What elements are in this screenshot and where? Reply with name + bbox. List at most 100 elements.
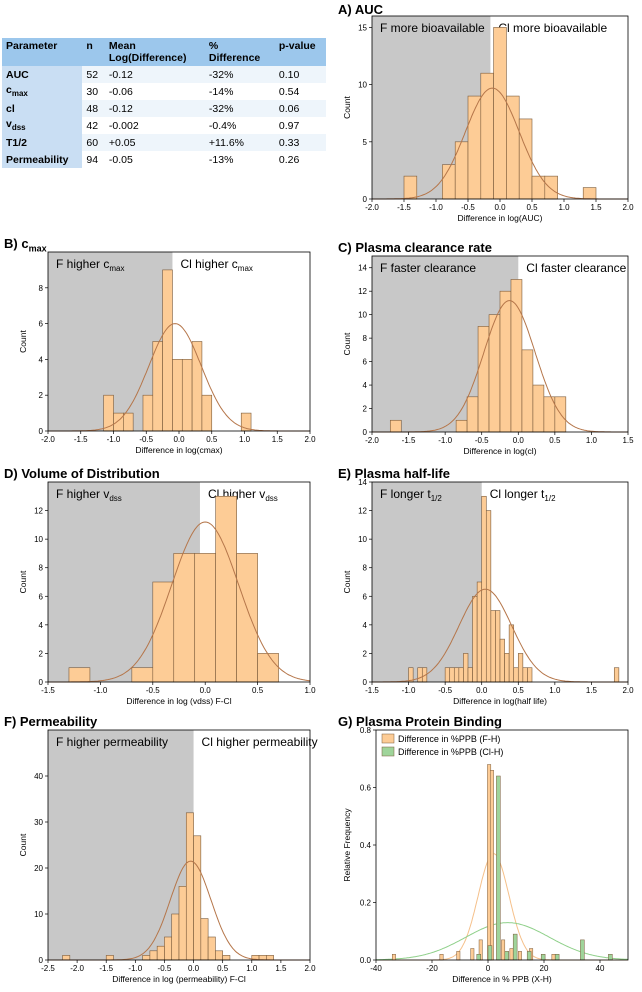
- histogram-bar: [171, 913, 180, 961]
- histogram-bar: [508, 624, 515, 683]
- x-tick-label: -1.5: [41, 686, 55, 695]
- legend-label: Difference in %PPB (Cl-H): [398, 747, 503, 757]
- histogram-bar: [613, 667, 620, 683]
- stats-cell-p: 0.97: [278, 119, 300, 132]
- header-mean: Mean Log(Difference): [104, 38, 205, 66]
- x-tick-label: -0.5: [139, 435, 153, 444]
- y-tick-label: 8: [39, 564, 44, 573]
- histogram-bar: [456, 951, 461, 961]
- histogram-bar: [527, 667, 533, 683]
- x-tick-label: 40: [596, 964, 605, 973]
- chart-half: F longer t1/2 Cl longer t1/2 -1.5 -1.0 -0.5 0…: [342, 478, 634, 706]
- histogram-bar: [200, 918, 209, 961]
- x-tick-label: -0.5: [461, 203, 475, 212]
- stats-row: AUC 52 -0.12 -32% 0.10: [2, 66, 326, 83]
- histogram-bar: [458, 667, 464, 683]
- x-tick-label: -1.5: [397, 203, 411, 212]
- histogram-bar: [510, 279, 523, 433]
- right-label-sub: max: [238, 264, 253, 273]
- stats-row: T1/2 60 +0.05 +11.6% 0.33: [2, 134, 326, 151]
- stats-cell-pct: -32%: [204, 66, 275, 83]
- x-axis-label: Difference in log (permeability) F-Cl: [112, 974, 246, 984]
- legend-label: Difference in %PPB (F-H): [398, 734, 500, 744]
- histogram-bar: [178, 886, 187, 961]
- left-label-sub: 1/2: [431, 494, 443, 503]
- y-tick-label: 8: [363, 564, 368, 573]
- stats-cell-param: cl: [2, 100, 83, 117]
- x-tick-label: -1.0: [429, 203, 443, 212]
- y-tick-label: 6: [363, 592, 368, 601]
- y-tick-label: 0.6: [360, 784, 372, 793]
- x-tick-label: 1.5: [590, 203, 602, 212]
- x-axis-label: Difference in log(cmax): [135, 445, 222, 455]
- y-tick-label: 15: [358, 23, 367, 32]
- stats-cell-param: Permeability: [2, 151, 83, 168]
- y-tick-label: 6: [39, 592, 44, 601]
- x-tick-label: 1.0: [304, 686, 316, 695]
- histogram-bar: [68, 667, 91, 683]
- x-tick-label: 1.5: [275, 964, 287, 973]
- x-tick-label: -2.0: [41, 435, 55, 444]
- histogram-bar: [467, 95, 482, 200]
- stats-cell-param: T1/2: [2, 134, 83, 151]
- stats-cell-n: 94: [86, 153, 99, 166]
- x-tick-label: 2.0: [622, 686, 634, 695]
- y-tick-label: 10: [34, 535, 43, 544]
- legend-swatch: [381, 746, 395, 757]
- histogram-bar: [509, 948, 514, 961]
- x-tick-label: 0: [486, 964, 491, 973]
- y-tick-label: 2: [39, 649, 44, 658]
- histogram-bar: [201, 394, 213, 432]
- stats-cell-n: 42: [86, 119, 99, 132]
- histogram-bar: [518, 118, 533, 200]
- stats-table-header: Parameter n Mean Log(Difference) % Diffe…: [2, 38, 326, 66]
- x-tick-label: 0.0: [476, 686, 488, 695]
- histogram-bar: [389, 419, 402, 433]
- plot-frame: [47, 729, 311, 961]
- histogram-bar: [526, 951, 532, 961]
- y-axis-label: Count: [342, 96, 352, 119]
- right-region-label: Cl higher permeability: [202, 735, 318, 749]
- histogram-bar: [476, 581, 483, 683]
- x-axis-label: Difference in log(AUC): [458, 213, 543, 223]
- x-tick-label: -1.5: [99, 964, 113, 973]
- header-n: n: [82, 38, 105, 66]
- histogram-bar: [417, 667, 423, 683]
- histogram-bar: [449, 667, 455, 683]
- stats-cell-p: 0.26: [278, 153, 300, 166]
- histogram-bar: [504, 951, 509, 961]
- histogram-bar: [236, 553, 258, 683]
- x-axis-label: Difference in log(cl): [463, 446, 536, 456]
- plot-frame: [371, 481, 629, 683]
- y-tick-label: 0.2: [360, 899, 372, 908]
- fit-curve: [376, 922, 629, 961]
- histogram-bar: [207, 936, 216, 961]
- histogram-bar: [444, 667, 451, 683]
- x-tick-label: 1.5: [622, 436, 634, 445]
- x-tick-label: -2.5: [41, 964, 55, 973]
- x-tick-label: -0.5: [438, 686, 452, 695]
- left-region-label: F more bioavailable: [380, 21, 485, 35]
- x-tick-label: -0.5: [475, 436, 489, 445]
- histogram-bar: [472, 595, 478, 683]
- chart-cl: F faster clearance Cl faster clearance -2.…: [342, 255, 634, 456]
- histogram-bar: [513, 667, 519, 683]
- y-tick-label: 0.4: [360, 841, 372, 850]
- y-tick-label: 2: [363, 405, 368, 414]
- panel-perm: F higher permeability Cl higher permeabil…: [0, 729, 318, 988]
- histogram-bar: [499, 290, 512, 433]
- y-tick-label: 10: [34, 910, 43, 919]
- stats-cell-n: 52: [82, 66, 105, 83]
- left-label-sub: dss: [109, 494, 121, 503]
- y-tick-label: 8: [39, 284, 44, 293]
- histogram-bar: [164, 936, 173, 961]
- x-tick-label: 0.5: [217, 964, 229, 973]
- histogram-bar: [439, 954, 444, 961]
- x-tick-label: -0.5: [146, 686, 160, 695]
- title-ppb: G) Plasma Protein Binding: [338, 714, 502, 729]
- y-tick-label: 10: [358, 81, 367, 90]
- left-region-label: F faster clearance: [380, 261, 476, 275]
- histogram-bar: [485, 510, 492, 683]
- shaded-region: [48, 730, 194, 960]
- header-parameter: Parameter: [2, 38, 83, 66]
